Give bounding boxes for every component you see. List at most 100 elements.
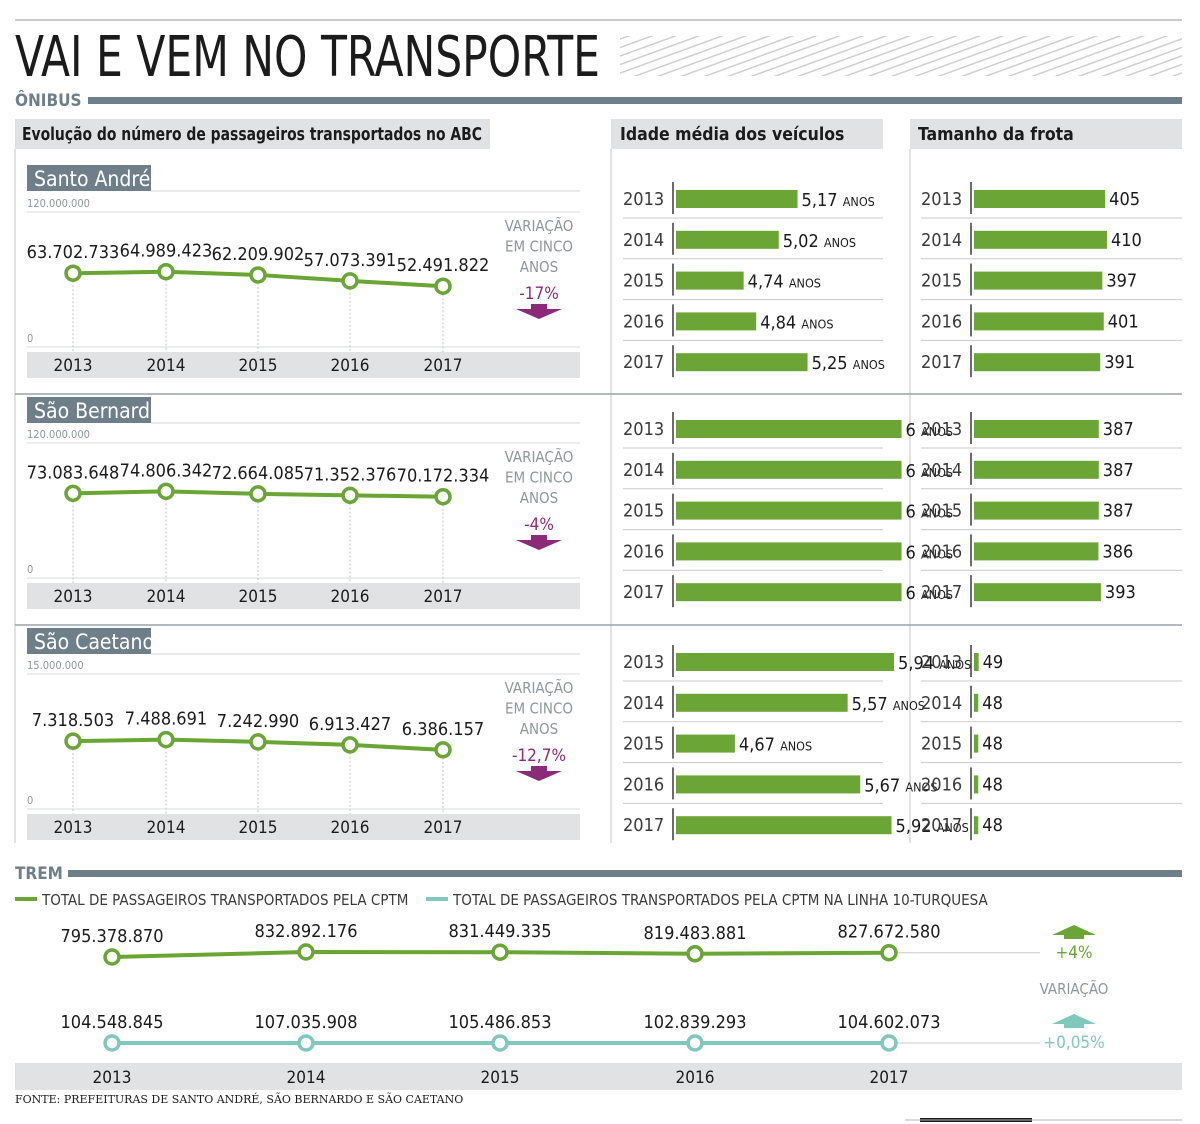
data-point	[491, 1034, 509, 1052]
x-tick-label: 2016	[676, 1068, 715, 1088]
variation-caption: VARIAÇÃO	[505, 447, 574, 466]
section-trem-rule	[68, 870, 1182, 877]
data-label: 7.318.503	[32, 710, 114, 731]
page-title: VAI E VEM NO TRANSPORTE	[15, 25, 600, 90]
age-year-label: 2013	[623, 189, 664, 210]
fleet-year-label: 2015	[921, 734, 962, 755]
passenger-chart-s-o-bernardo: São Bernardo 120.000.000 0 73.083.648 2013 74…	[27, 397, 580, 609]
data-label: 7.488.691	[125, 709, 207, 730]
age-bar	[676, 501, 902, 520]
age-bar	[676, 353, 808, 372]
age-value: 6 ANOS	[906, 502, 954, 523]
variation-caption: EM CINCO	[505, 238, 573, 256]
age-year-label: 2017	[623, 815, 664, 836]
age-bar	[676, 734, 735, 753]
fleet-year-label: 2013	[921, 189, 962, 210]
fleet-bar	[974, 312, 1104, 331]
x-tick-label: 2014	[147, 356, 186, 376]
variation-caption: ANOS	[520, 489, 559, 507]
age-value: 5,02 ANOS	[783, 231, 856, 252]
age-value: 5,92 ANOS	[896, 816, 969, 837]
y-max-label: 120.000.000	[27, 428, 90, 441]
variation-caption: EM CINCO	[505, 700, 573, 718]
age-year-label: 2013	[623, 419, 664, 440]
data-point	[157, 482, 175, 501]
fleet-bar	[974, 271, 1103, 290]
y-min-label: 0	[27, 563, 33, 576]
age-bar	[676, 190, 798, 208]
fleet-year-label: 2016	[921, 541, 962, 562]
fleet-bar	[974, 460, 1099, 479]
fleet-value: 49	[983, 652, 1004, 673]
y-max-label: 120.000.000	[27, 197, 90, 210]
age-bar	[676, 460, 902, 479]
age-year-label: 2016	[623, 311, 664, 332]
fleet-bar	[974, 190, 1106, 208]
data-label: 52.491.822	[397, 255, 490, 276]
y-min-label: 0	[27, 794, 33, 807]
fleet-year-label: 2013	[921, 419, 962, 440]
x-tick-label: 2015	[239, 587, 278, 607]
fleet-year-label: 2017	[921, 815, 962, 836]
variation-caption: EM CINCO	[505, 469, 573, 487]
data-point	[880, 1034, 898, 1052]
data-label: 6.386.157	[402, 719, 484, 740]
fleet-year-label: 2017	[921, 352, 962, 373]
header-passengers: Evolução do número de passageiros transp…	[22, 125, 482, 145]
variation-caption: VARIAÇÃO	[505, 678, 574, 697]
x-tick-label: 2014	[147, 587, 186, 607]
data-point	[103, 948, 121, 966]
panel-title: São Bernardo	[34, 399, 162, 423]
age-bar	[676, 312, 757, 331]
fleet-year-label: 2015	[921, 501, 962, 522]
age-year-label: 2013	[623, 652, 664, 673]
age-bar	[676, 542, 902, 561]
legend-label-turquesa: TOTAL DE PASSAGEIROS TRANSPORTADOS PELA …	[452, 891, 989, 909]
data-point	[249, 485, 267, 503]
data-label: 107.035.908	[255, 1012, 358, 1033]
data-point	[880, 943, 898, 962]
fleet-bar	[974, 693, 979, 712]
fleet-bar	[974, 583, 1101, 602]
age-bar	[676, 230, 779, 249]
variation-value: -12,7%	[512, 746, 566, 766]
age-bar	[676, 693, 848, 712]
fleet-value: 386	[1102, 541, 1133, 562]
x-tick-label: 2013	[54, 356, 93, 376]
fleet-year-label: 2014	[921, 693, 962, 714]
fleet-year-label: 2016	[921, 774, 962, 795]
arrow-up-icon	[1052, 925, 1096, 939]
legend-label-cptm: TOTAL DE PASSAGEIROS TRANSPORTADOS PELA …	[41, 891, 408, 909]
data-point	[157, 262, 175, 281]
age-value: 6 ANOS	[906, 420, 954, 441]
data-label: 7.242.990	[217, 711, 299, 732]
data-point	[249, 733, 267, 751]
age-year-label: 2014	[623, 460, 664, 481]
fleet-bar	[974, 420, 1099, 438]
age-value: 4,74 ANOS	[748, 272, 821, 293]
fleet-year-label: 2017	[921, 582, 962, 603]
data-point	[297, 943, 315, 961]
age-value: 5,67 ANOS	[864, 775, 937, 796]
x-tick-label: 2017	[424, 587, 463, 607]
age-year-label: 2015	[623, 734, 664, 755]
source-note: FONTE: PREFEITURAS DE SANTO ANDRÉ, SÃO B…	[15, 1092, 463, 1106]
age-year-label: 2017	[623, 582, 664, 603]
fleet-value: 48	[982, 774, 1003, 795]
data-point	[64, 484, 82, 503]
age-year-label: 2015	[623, 501, 664, 522]
variation-value-cptm: +4%	[1055, 943, 1092, 963]
fleet-bar	[974, 501, 1099, 520]
age-bar	[676, 816, 892, 835]
data-label: 71.352.376	[304, 464, 397, 485]
x-tick-label: 2016	[331, 356, 370, 376]
variation-value: -4%	[524, 515, 554, 535]
age-bar	[676, 271, 744, 290]
data-point	[64, 732, 82, 750]
fleet-year-label: 2015	[921, 271, 962, 292]
age-value: 5,94 ANOS	[898, 653, 971, 674]
variation-value-turquesa: +0,05%	[1043, 1033, 1104, 1053]
data-label: 102.839.293	[644, 1012, 747, 1033]
data-label: 105.486.853	[449, 1012, 552, 1033]
